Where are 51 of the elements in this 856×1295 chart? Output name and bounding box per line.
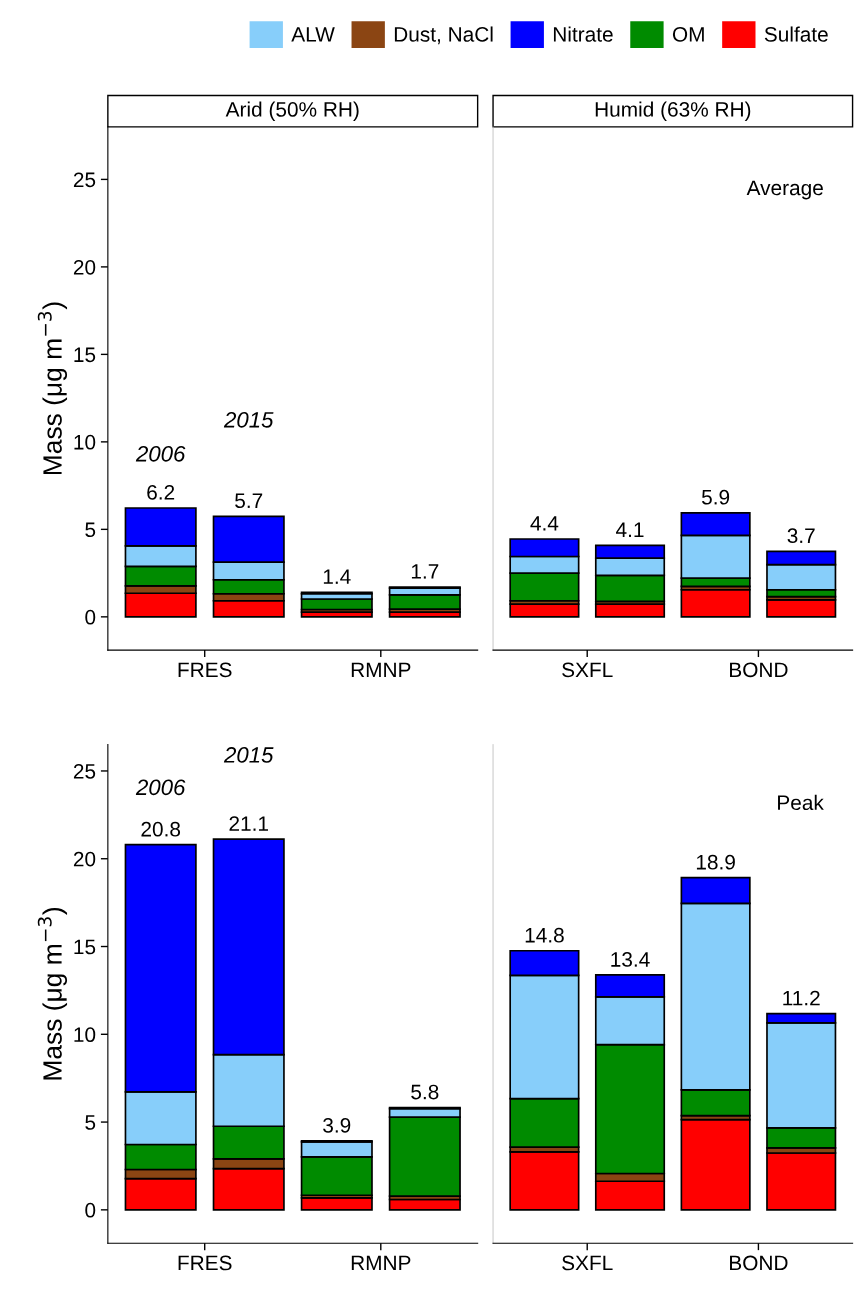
total-label: 21.1	[229, 816, 268, 831]
total-label: 1.4	[323, 569, 351, 584]
y-tick-label: 5	[85, 522, 96, 538]
total-label: 5.8	[411, 1084, 439, 1100]
y-tick-label: 20	[73, 259, 96, 275]
x-tick-label: FRES	[178, 662, 232, 678]
y-tick-label: 0	[85, 1202, 96, 1218]
annotation: 2015	[223, 747, 274, 763]
total-label: 18.9	[696, 854, 735, 870]
y-axis-title: Mass (μg m$^{−3}$)	[37, 907, 68, 1080]
annotation: 2006	[135, 445, 186, 462]
x-tick-label: RMNP	[351, 1255, 411, 1271]
y-tick-label: 10	[74, 1027, 96, 1043]
x-tick-label: BOND	[730, 662, 788, 678]
y-tick-label: 0	[85, 609, 96, 625]
y-tick-label: 20	[73, 851, 96, 867]
total-label: 3.9	[323, 1117, 351, 1133]
total-label: 14.8	[525, 927, 564, 943]
annotation: Average	[746, 180, 823, 200]
y-tick-label: 25	[73, 763, 96, 779]
x-tick-label: FRES	[178, 1255, 232, 1271]
total-label: 20.8	[141, 821, 181, 837]
chart-title: Arid (50% RH)	[225, 101, 359, 121]
total-label: 3.7	[787, 528, 815, 544]
x-tick-label: SXFL	[562, 662, 613, 678]
y-tick-label: 5	[85, 1115, 96, 1130]
annotation: 2006	[135, 779, 186, 796]
y-tick-label: 15	[74, 347, 96, 363]
legend-label: ALW	[291, 27, 335, 42]
y-tick-label: 25	[73, 172, 96, 188]
total-label: 1.7	[411, 564, 439, 579]
legend-label: Sulfate	[764, 26, 828, 42]
legend-label: Nitrate	[553, 26, 613, 42]
y-tick-label: 10	[74, 434, 96, 450]
total-label: 5.7	[235, 493, 263, 509]
legend-label: Dust, NaCl	[394, 26, 493, 45]
annotation: 2015	[223, 411, 274, 428]
total-label: 5.9	[701, 489, 730, 505]
legend-label: OM	[672, 27, 704, 42]
total-label: 13.4	[611, 952, 650, 967]
x-tick-label: SXFL	[562, 1255, 613, 1271]
total-label: 6.2	[147, 484, 175, 500]
total-label: 4.4	[530, 516, 559, 531]
x-tick-label: BOND	[730, 1255, 788, 1271]
chart-title: Humid (63% RH)	[595, 101, 751, 121]
total-label: 4.1	[616, 522, 644, 537]
x-tick-label: RMNP	[351, 662, 411, 677]
y-axis-title: Mass (μg m$^{−3}$)	[37, 302, 68, 475]
annotation: Peak	[778, 794, 824, 811]
total-label: 11.2	[783, 990, 820, 1006]
y-tick-label: 15	[74, 939, 96, 955]
